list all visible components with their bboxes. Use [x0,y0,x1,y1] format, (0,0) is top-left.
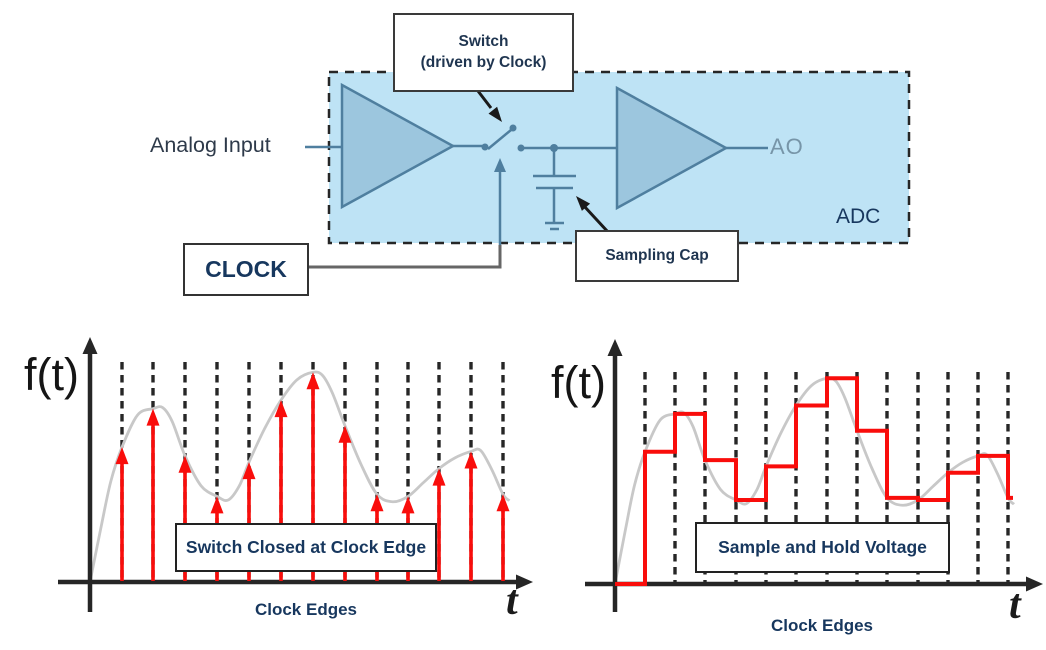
impulse-arrowhead [274,400,288,418]
clock-drive-arrowhead [494,158,506,172]
impulse-arrowhead [115,447,129,465]
x-axis-symbol-left: t [506,578,518,624]
switch-callout-line1: Switch [458,33,509,51]
capacitor-junction-dot [550,144,558,152]
switch-callout-line2: (driven by Clock) [420,53,547,71]
x-axis-symbol-right: t [1009,582,1021,628]
switch-callout-arrowhead [488,106,502,122]
annotation-text-left: Switch Closed at Clock Edge [185,537,427,557]
annotation-text-right: Sample and Hold Voltage [718,537,927,557]
analog-output-label: AO [770,134,804,159]
analog-signal-curve [88,370,511,583]
hold-staircase [615,376,1013,586]
impulse-arrowhead [496,494,510,512]
y-axis-label-right: f(t) [551,357,606,408]
impulse-sampling-chart-svg [58,337,533,612]
impulse-arrowhead [146,408,160,426]
x-axis-arrowhead [1026,576,1043,592]
switch-callout-box: Switch (driven by Clock) [393,13,574,92]
impulse-arrowhead [178,455,192,473]
switch-left-contact [481,143,489,151]
analog-input-label: Analog Input [150,133,271,157]
x-axis-arrowhead [516,574,533,590]
annotation-box-left: Switch Closed at Clock Edge [175,523,437,572]
x-axis-caption-left: Clock Edges [254,600,358,619]
switch-right-contact [517,144,525,152]
sampling-cap-callout-text: Sampling Cap [605,246,709,264]
impulse-arrowhead [338,425,352,443]
clock-wire [305,245,502,269]
impulse-arrowhead [210,496,224,514]
y-axis-arrowhead [607,339,623,356]
y-axis-arrowhead [82,337,98,354]
cap-callout-arrow-line [582,204,610,234]
impulse-arrowhead [432,468,446,486]
cap-callout-arrowhead [576,196,591,211]
sample-hold-chart-svg [585,339,1043,612]
switch-blade [487,129,512,150]
switch-callout-arrow-line [476,90,493,109]
annotation-box-right: Sample and Hold Voltage [695,522,950,573]
impulse-arrowhead [306,372,320,390]
switch-blade-tip [509,124,517,132]
clock-label: CLOCK [205,256,287,282]
adc-block-diagram-svg [305,70,911,269]
adc-label: ADC [836,205,881,228]
impulse-arrowhead [370,494,384,512]
impulse-arrowhead [242,462,256,480]
impulse-arrowhead [401,496,415,514]
x-axis-caption-right: Clock Edges [770,616,874,635]
sampling-capacitor-symbol [533,148,576,231]
clock-source-box: CLOCK [183,243,309,296]
y-axis-label-left: f(t) [24,349,79,400]
impulse-arrowhead [464,451,478,469]
sampling-cap-callout-box: Sampling Cap [575,230,739,282]
